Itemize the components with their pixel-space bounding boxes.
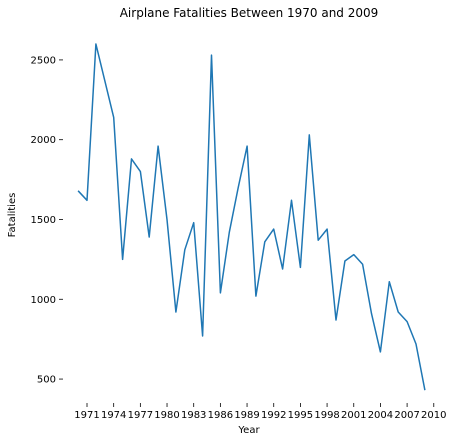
y-tick-label: 1500 <box>31 215 56 226</box>
chart-title: Airplane Fatalities Between 1970 and 200… <box>120 6 379 20</box>
x-axis: 1971 1974 1977 1980 1983 1986 1989 1992 1995 1998… <box>74 403 447 421</box>
y-tick-label: 2000 <box>31 135 56 146</box>
x-tick-label: 2007 <box>394 410 419 421</box>
x-tick-label: 2004 <box>368 410 393 421</box>
x-tick-label: 1983 <box>181 410 206 421</box>
x-tick-label: 2010 <box>421 410 446 421</box>
y-axis-label: Fatalities <box>7 193 18 238</box>
x-axis-label: Year <box>237 425 260 436</box>
x-tick-label: 1992 <box>261 410 286 421</box>
y-tick-label: 500 <box>37 375 56 386</box>
x-tick-label: 1980 <box>154 410 179 421</box>
y-axis: 500 1000 1500 2000 2500 <box>31 55 63 386</box>
x-tick-label: 1974 <box>101 410 126 421</box>
x-tick-label: 1989 <box>234 410 259 421</box>
x-tick-label: 1995 <box>288 410 313 421</box>
x-tick-label: 1977 <box>128 410 153 421</box>
x-tick-label: 1986 <box>208 410 233 421</box>
x-tick-label: 2001 <box>341 410 366 421</box>
y-tick-label: 1000 <box>31 295 56 306</box>
x-tick-label: 1971 <box>74 410 99 421</box>
y-tick-label: 2500 <box>31 55 56 66</box>
x-tick-label: 1998 <box>314 410 339 421</box>
series-line <box>77 43 426 391</box>
